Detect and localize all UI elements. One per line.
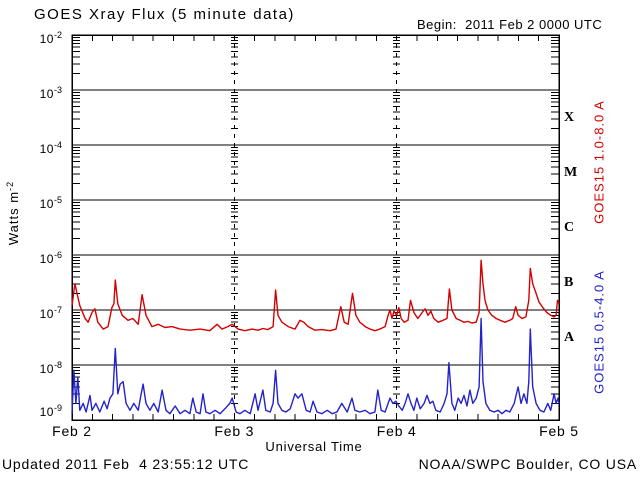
flare-class-c: C [564, 219, 575, 235]
y-tick-label: 10-4 [39, 140, 62, 156]
y-tick-label: 10-6 [39, 250, 62, 266]
chart-title: GOES Xray Flux (5 minute data) [34, 6, 295, 23]
flare-class-a: A [564, 329, 575, 345]
x-tick-label: Feb 3 [214, 423, 255, 439]
y-tick-label: 10-3 [39, 85, 62, 101]
short-channel-series-path [71, 317, 560, 415]
y-tick-label: 10-8 [39, 360, 62, 376]
long-channel-series-path [71, 259, 560, 332]
x-axis-title: Universal Time [265, 439, 363, 454]
flare-class-m: M [564, 164, 578, 180]
updated-timestamp: Updated 2011 Feb 4 23:55:12 UTC [2, 456, 250, 472]
y-tick-label: 10-9 [39, 403, 62, 419]
flare-class-x: X [564, 109, 575, 125]
y-tick-label: 10-5 [39, 195, 62, 211]
y-tick-label: 10-2 [39, 30, 62, 46]
begin-time-label: Begin: 2011 Feb 2 0000 UTC [417, 17, 603, 32]
flare-class-b: B [564, 274, 574, 290]
legend-short-channel: GOES15 0.5-4.0 A [591, 270, 607, 394]
source-credit: NOAA/SWPC Boulder, CO USA [418, 456, 637, 472]
x-tick-label: Feb 2 [52, 423, 92, 439]
x-tick-label: Feb 5 [539, 423, 579, 439]
x-tick-label: Feb 4 [376, 423, 417, 439]
y-tick-label: 10-7 [39, 305, 62, 321]
legend-long-channel: GOES15 1.0-8.0 A [591, 100, 607, 224]
